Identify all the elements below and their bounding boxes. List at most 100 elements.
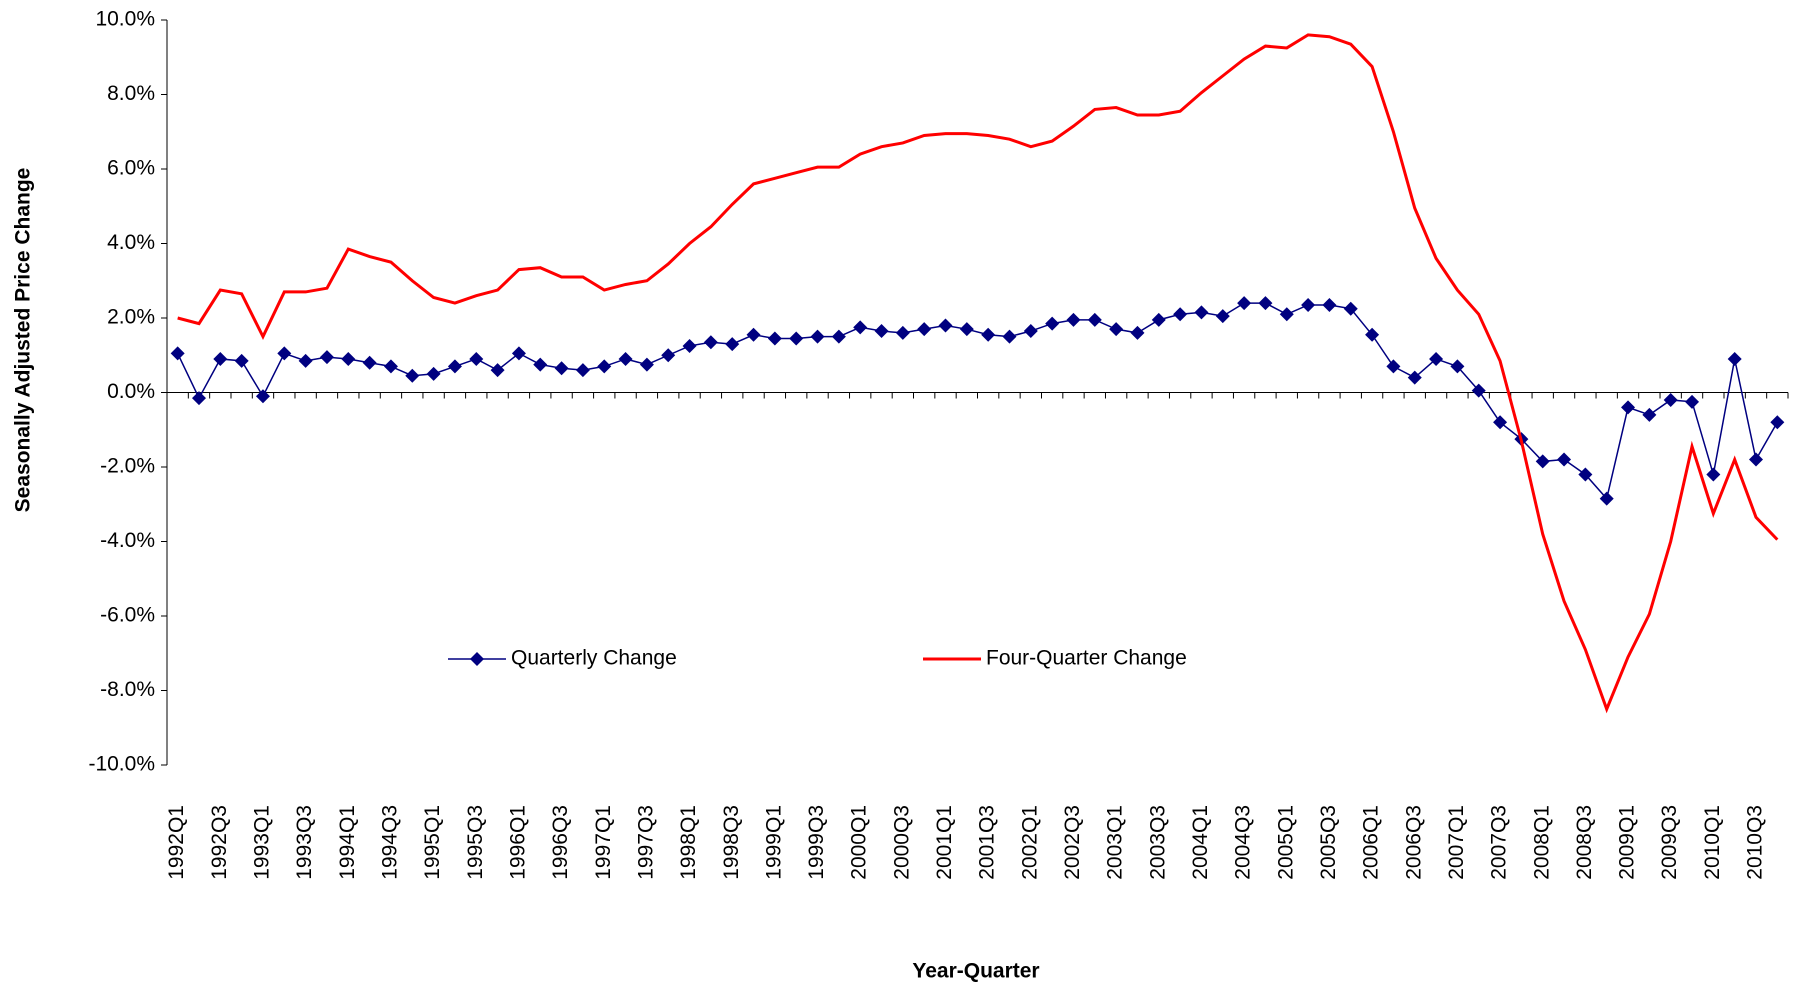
x-tick-label: 2007Q1 [1445, 805, 1468, 880]
data-point [1429, 351, 1444, 366]
x-tick-label: 2008Q3 [1573, 805, 1596, 880]
data-point [874, 324, 889, 339]
data-point [1130, 325, 1145, 340]
data-point [1770, 415, 1785, 430]
data-point [1642, 407, 1657, 422]
data-point [1301, 297, 1316, 312]
data-point [917, 322, 932, 337]
x-axis-title: Year-Quarter [912, 960, 1039, 983]
data-point [789, 331, 804, 346]
data-point [554, 361, 569, 376]
x-tick-label: 1995Q1 [421, 805, 444, 880]
data-point [703, 335, 718, 350]
data-point [639, 357, 654, 372]
x-tick-label: 1992Q1 [165, 805, 188, 880]
x-tick-label: 2003Q3 [1146, 805, 1169, 880]
data-point [319, 350, 334, 365]
y-tick-label: 0.0% [107, 380, 155, 403]
data-point [831, 329, 846, 344]
y-tick-label: -2.0% [100, 455, 155, 478]
data-point [575, 363, 590, 378]
data-point [597, 359, 612, 374]
data-point [1279, 307, 1294, 322]
y-tick-label: 6.0% [107, 157, 155, 180]
y-tick-label: -4.0% [100, 529, 155, 552]
data-point [1450, 359, 1465, 374]
data-point [1578, 467, 1593, 482]
data-point [938, 318, 953, 333]
data-point [1322, 297, 1337, 312]
data-point [1066, 312, 1081, 327]
x-tick-label: 1998Q3 [720, 805, 743, 880]
data-point [618, 351, 633, 366]
x-tick-label: 2002Q3 [1061, 805, 1084, 880]
data-point [1599, 491, 1614, 506]
x-tick-label: 2005Q3 [1317, 805, 1340, 880]
x-tick-label: 1994Q1 [336, 805, 359, 880]
x-tick-label: 2003Q1 [1104, 805, 1127, 880]
data-point [1002, 329, 1017, 344]
x-tick-label: 2009Q1 [1616, 805, 1639, 880]
x-tick-label: 2006Q3 [1402, 805, 1425, 880]
data-point [191, 391, 206, 406]
x-tick-label: 2004Q3 [1232, 805, 1255, 880]
data-point [767, 331, 782, 346]
x-tick-label: 2008Q1 [1530, 805, 1553, 880]
series-line [177, 33, 1779, 714]
data-point [1237, 296, 1252, 311]
x-tick-label: 1996Q3 [549, 805, 572, 880]
legend-label: Four-Quarter Change [986, 647, 1187, 670]
data-point [1109, 322, 1124, 337]
y-axis-title: Seasonally Adjusted Price Change [12, 168, 35, 513]
y-tick-label: -6.0% [100, 604, 155, 627]
x-tick-label: 2006Q1 [1360, 805, 1383, 880]
data-point [341, 351, 356, 366]
y-tick-label: -10.0% [88, 753, 155, 776]
series-line [176, 302, 1778, 501]
data-point [255, 389, 270, 404]
data-point [1151, 312, 1166, 327]
data-point [234, 353, 249, 368]
x-tick-label: 1997Q3 [634, 805, 657, 880]
data-point [511, 346, 526, 361]
data-point [895, 325, 910, 340]
data-point [1365, 327, 1380, 342]
y-tick-label: 4.0% [107, 231, 155, 254]
data-point [981, 327, 996, 342]
x-tick-label: 1996Q1 [506, 805, 529, 880]
x-tick-label: 2007Q3 [1488, 805, 1511, 880]
x-tick-label: 1999Q1 [762, 805, 785, 880]
data-point [1535, 454, 1550, 469]
legend-marker [470, 652, 484, 666]
data-point [1215, 309, 1230, 324]
data-point [682, 338, 697, 353]
data-point [1471, 383, 1486, 398]
data-point [1493, 415, 1508, 430]
data-point [1621, 400, 1636, 415]
data-point [1685, 394, 1700, 409]
x-tick-label: 1993Q1 [251, 805, 274, 880]
data-point [1557, 452, 1572, 467]
data-point [362, 355, 377, 370]
y-tick-label: 2.0% [107, 306, 155, 329]
data-point [853, 320, 868, 335]
data-point [469, 351, 484, 366]
x-tick-label: 1998Q1 [677, 805, 700, 880]
x-tick-label: 2009Q3 [1658, 805, 1681, 880]
legend-label: Quarterly Change [511, 647, 677, 670]
x-tick-label: 2000Q1 [848, 805, 871, 880]
x-tick-label: 2005Q1 [1274, 805, 1297, 880]
data-point [1173, 307, 1188, 322]
data-point [1386, 359, 1401, 374]
data-point [1023, 324, 1038, 339]
data-point [959, 322, 974, 337]
data-point [426, 366, 441, 381]
data-point [1727, 351, 1742, 366]
y-tick-label: -8.0% [100, 678, 155, 701]
x-tick-label: 2002Q1 [1018, 805, 1041, 880]
data-point [1194, 305, 1209, 320]
data-point [277, 346, 292, 361]
data-point [447, 359, 462, 374]
data-point [1087, 312, 1102, 327]
